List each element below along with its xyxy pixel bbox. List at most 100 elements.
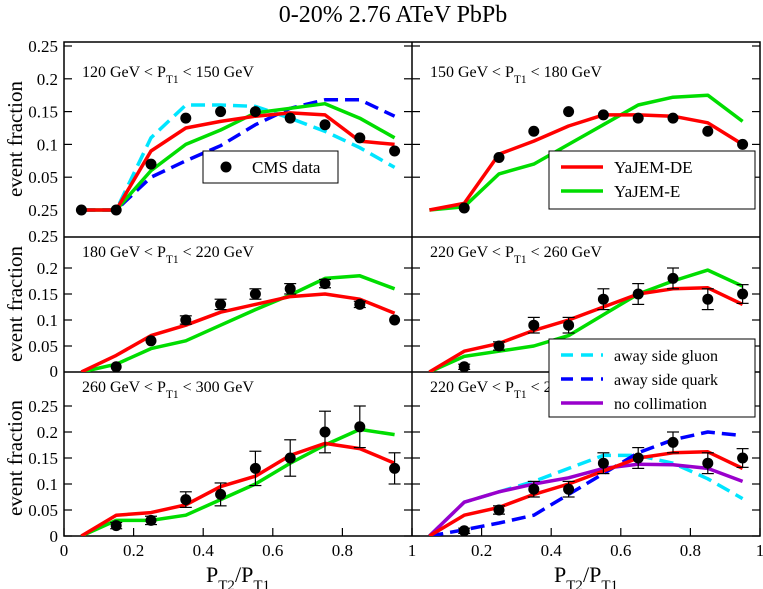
curve-yajem_e	[81, 101, 396, 212]
data-point	[667, 436, 679, 448]
x-tick-label: 0.6	[610, 541, 631, 560]
data-point	[284, 112, 296, 124]
data-point	[180, 494, 192, 506]
y-tick-label: 0.2	[37, 70, 58, 89]
y-tick-label: 0.25	[28, 227, 58, 246]
data-point	[145, 335, 157, 347]
data-point	[528, 319, 540, 331]
y-tick-label: 0.05	[28, 337, 58, 356]
legend-data-label: CMS data	[252, 158, 321, 177]
curve-yajem_de	[80, 441, 396, 536]
x-tick-label: 0.4	[541, 541, 563, 560]
curve-yajem_e	[428, 268, 744, 372]
panel-1: 150 GeV < PT1 < 180 GeV	[429, 64, 749, 214]
data-point	[180, 314, 192, 326]
panel-content	[428, 267, 749, 372]
x-tick-label: 1	[408, 541, 417, 560]
y-tick-label: 0.15	[28, 449, 58, 468]
data-point	[632, 288, 644, 300]
curve-yajem_de	[428, 450, 744, 536]
data-point	[563, 483, 575, 495]
y-axis-label: event fraction	[3, 245, 27, 362]
data-point	[563, 106, 575, 118]
legend-label-quark: away side quark	[614, 372, 718, 389]
panel-content	[75, 98, 401, 216]
data-point	[458, 361, 470, 372]
x-tick-label: 0.6	[262, 541, 283, 560]
y-tick-label: 0	[50, 527, 59, 546]
data-point	[284, 452, 296, 464]
y-tick-label: 0.05	[28, 501, 58, 520]
data-point	[667, 272, 679, 284]
data-point	[354, 298, 366, 310]
y-tick-label: 0.1	[37, 135, 58, 154]
data-point	[284, 283, 296, 295]
data-point	[667, 112, 679, 124]
curve-quark	[429, 430, 743, 536]
y-axis-label: event fraction	[3, 80, 27, 197]
y-tick-label: 0.1	[37, 475, 58, 494]
data-point	[110, 520, 122, 532]
panel-label: 260 GeV < PT1 < 300 GeV	[82, 379, 254, 401]
x-axis-label: PT2/PT1	[554, 562, 618, 589]
data-point	[458, 525, 470, 536]
data-point	[737, 452, 749, 464]
legend-label-gluon: away side gluon	[614, 348, 718, 365]
x-tick-label: 0.2	[123, 541, 144, 560]
data-point	[389, 462, 401, 474]
curve-yajem_de	[428, 286, 744, 372]
legend-data-marker	[220, 161, 232, 173]
data-point	[597, 109, 609, 121]
curve-yajem_e	[80, 427, 395, 536]
curve-yajem_de	[429, 113, 744, 212]
data-point	[389, 145, 401, 157]
y-tick-label: 0	[50, 362, 59, 381]
data-point	[319, 278, 331, 290]
data-point	[215, 488, 227, 500]
data-point	[354, 421, 366, 433]
data-point	[597, 293, 609, 305]
panel-0: 120 GeV < PT1 < 150 GeV	[75, 64, 401, 216]
y-tick-label: 0.25	[28, 397, 58, 416]
plot-panels: 120 GeV < PT1 < 150 GeV 150 GeV < PT1 < 1…	[75, 64, 749, 536]
y-tick-label: 0.2	[37, 423, 58, 442]
curve-yajem_de	[81, 111, 395, 212]
panel-label: 180 GeV < PT1 < 220 GeV	[82, 244, 254, 266]
data-point	[632, 452, 644, 464]
x-tick-label: 0.4	[193, 541, 215, 560]
curve-yajem_e	[81, 274, 396, 372]
x-tick-label: 1	[756, 541, 763, 560]
y-tick-label: 0.1	[37, 311, 58, 330]
panel-label: 120 GeV < PT1 < 150 GeV	[82, 64, 254, 86]
axis-labels: event fraction event fraction event fracti…	[3, 80, 618, 589]
data-point	[249, 462, 261, 474]
data-point	[249, 288, 261, 300]
data-point	[215, 298, 227, 310]
data-point	[702, 457, 714, 469]
panel-content	[80, 274, 401, 372]
y-axis-label: event fraction	[3, 399, 27, 516]
data-point	[528, 483, 540, 495]
x-axis-label: PT2/PT1	[206, 562, 270, 589]
x-tick-label: 0.8	[680, 541, 701, 560]
data-point	[597, 457, 609, 469]
curve-quark	[81, 98, 396, 212]
data-point	[110, 361, 122, 372]
legends: CMS data YaJEM-DE YaJEM-E away side gluon aw…	[202, 150, 756, 418]
x-tick-label: 0.2	[471, 541, 492, 560]
axis-ticks: 0 0.2 0.4 0.6 0.8 1 0.2 0.4 0.6 0.8 1 0.05 0.1 0.15 0.…	[28, 37, 763, 560]
data-point	[180, 112, 192, 124]
data-point	[319, 119, 331, 131]
data-point	[493, 340, 505, 352]
y-tick-label: 0.15	[28, 103, 58, 122]
y-tick-label: 0.2	[37, 259, 58, 278]
panel-3: 220 GeV < PT1 < 260 GeV	[428, 244, 749, 372]
data-point	[493, 504, 505, 516]
legend-label-yajem_de: YaJEM-DE	[614, 158, 693, 177]
legend-label-yajem_e: YaJEM-E	[614, 182, 680, 201]
x-tick-label: 0.8	[332, 541, 353, 560]
y-tick-label: 0.25	[28, 37, 58, 56]
y-tick-label: 0.25	[28, 201, 58, 220]
curve-yajem_de	[80, 292, 396, 372]
